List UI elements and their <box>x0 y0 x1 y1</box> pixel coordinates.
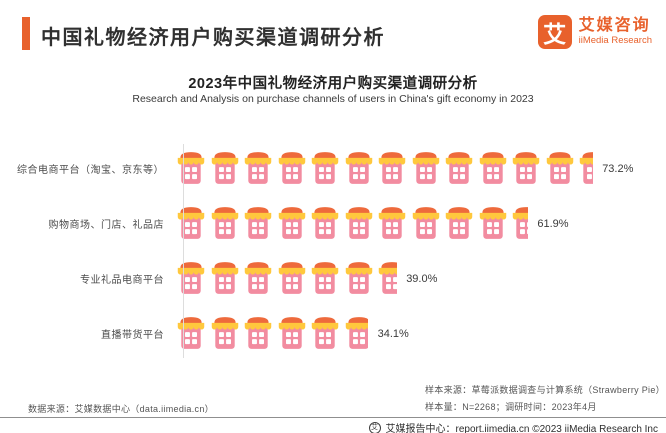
shop-icon <box>478 204 508 243</box>
row-icons <box>176 204 531 243</box>
shop-icon <box>176 149 206 188</box>
shop-icon <box>243 204 273 243</box>
chart-title: 2023年中国礼物经济用户购买渠道调研分析 <box>188 76 478 92</box>
chart-row: 直播带货平台 34.1% <box>0 306 666 361</box>
shop-icon <box>277 204 307 243</box>
iimedia-logo: 艾 艾媒咨询 iiMedia Research <box>537 15 652 49</box>
shop-icon <box>511 204 528 243</box>
shop-icon <box>243 149 273 188</box>
row-label: 购物商场、门店、礼品店 <box>48 220 164 231</box>
row-value: 61.9% <box>537 217 569 230</box>
shop-icon <box>310 149 340 188</box>
logo-name-en: iiMedia Research <box>578 34 652 46</box>
shop-icon <box>176 204 206 243</box>
chart-row: 专业礼品电商平台 39.0% <box>0 251 666 306</box>
shop-icon <box>210 149 240 188</box>
shop-icon <box>277 314 307 353</box>
shop-icon <box>344 259 374 298</box>
footer-divider <box>0 417 666 418</box>
shop-icon <box>344 204 374 243</box>
sample-info-note: 样本量：N=2268；调研时间：2023年4月 <box>425 402 597 412</box>
row-label: 专业礼品电商平台 <box>80 275 164 286</box>
shop-icon <box>411 149 441 188</box>
shop-icon <box>176 314 206 353</box>
page-title: 中国礼物经济用户购买渠道调研分析 <box>41 27 385 49</box>
shop-icon <box>344 314 369 353</box>
report-center-text: 艾媒报告中心：report.iimedia.cn ©2023 iiMedia R… <box>385 424 658 433</box>
title-accent-bar <box>22 17 30 50</box>
shop-icon <box>377 259 397 298</box>
shop-icon <box>210 204 240 243</box>
iimedia-logo-text: 艾媒咨询 iiMedia Research <box>579 17 652 46</box>
row-label: 综合电商平台（淘宝、京东等） <box>17 165 164 176</box>
shop-icon <box>176 259 206 298</box>
chart-row: 购物商场、门店、礼品店 <box>0 196 666 251</box>
row-value: 34.1% <box>377 327 409 340</box>
shop-icon <box>344 149 374 188</box>
report-center-bar: 艾 艾媒报告中心：report.iimedia.cn ©2023 iiMedia… <box>368 420 658 433</box>
shop-icon <box>210 259 240 298</box>
row-icons <box>176 149 596 188</box>
shop-icon <box>545 149 575 188</box>
shop-icon <box>243 314 273 353</box>
row-icons <box>176 314 372 353</box>
data-source-note: 数据来源：艾媒数据中心（data.iimedia.cn） <box>28 404 214 414</box>
iimedia-logo-icon: 艾 <box>537 15 572 49</box>
sample-source-note: 样本来源：草莓派数据调查与计算系统（Strawberry Pie） <box>425 385 665 395</box>
shop-icon <box>210 314 240 353</box>
chart-axis-line <box>183 144 184 358</box>
row-value: 73.2% <box>602 162 634 175</box>
shop-icon <box>411 204 441 243</box>
chart-subtitle: Research and Analysis on purchase channe… <box>132 93 534 105</box>
shop-icon <box>377 149 407 188</box>
shop-icon <box>578 149 593 188</box>
shop-icon <box>310 314 340 353</box>
shop-icon <box>511 149 541 188</box>
shop-icon <box>310 259 340 298</box>
pictogram-bar-chart: 综合电商平台（淘宝、京东等） <box>0 141 666 361</box>
row-value: 39.0% <box>406 272 438 285</box>
shop-icon <box>277 149 307 188</box>
shop-icon <box>243 259 273 298</box>
iimedia-mini-logo-icon: 艾 <box>368 421 381 433</box>
shop-icon <box>444 149 474 188</box>
shop-icon <box>478 149 508 188</box>
shop-icon <box>310 204 340 243</box>
chart-row: 综合电商平台（淘宝、京东等） <box>0 141 666 196</box>
logo-name-cn: 艾媒咨询 <box>578 17 651 35</box>
shop-icon <box>444 204 474 243</box>
shop-icon <box>277 259 307 298</box>
row-icons <box>176 259 400 298</box>
shop-icon <box>377 204 407 243</box>
row-label: 直播带货平台 <box>101 330 164 341</box>
chart-rows: 综合电商平台（淘宝、京东等） <box>0 141 666 361</box>
